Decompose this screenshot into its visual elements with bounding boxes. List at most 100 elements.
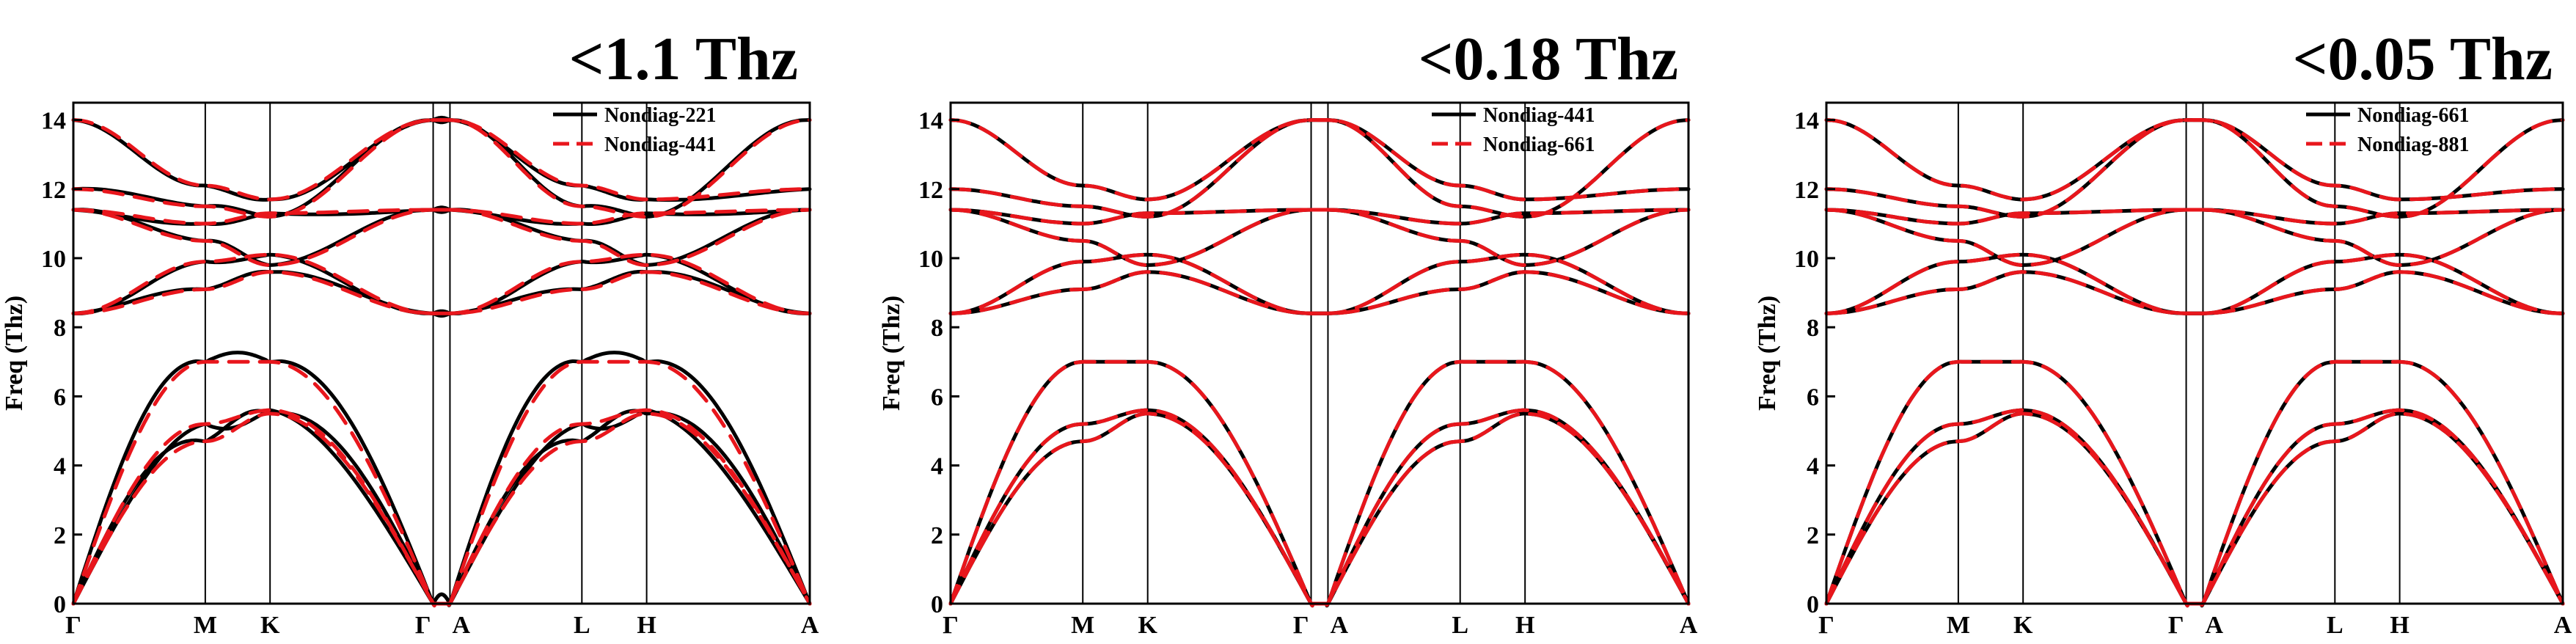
legend-label: Nondiag-221 (604, 104, 716, 127)
band-line (1824, 208, 2565, 226)
x-tick-label: A (1330, 612, 1348, 639)
legend-label: Nondiag-441 (1483, 104, 1595, 127)
y-tick-label: 4 (54, 453, 66, 480)
y-axis-label: Freq (Thz) (878, 296, 905, 411)
band-line (71, 117, 812, 202)
x-tick-label: H (637, 612, 656, 639)
band-line (1824, 270, 2565, 315)
legend: Nondiag-661 Nondiag-881 (2306, 104, 2469, 156)
band-line (948, 411, 1691, 607)
x-tick-label: Γ (65, 612, 81, 639)
series-2 (71, 117, 812, 608)
band-line (1824, 359, 2565, 608)
series-2 (1824, 117, 2565, 608)
plot-frame (949, 101, 1690, 605)
band-line (1824, 411, 2565, 607)
band-line (948, 411, 1691, 607)
legend-label: Nondiag-881 (2357, 133, 2469, 156)
band-line (71, 351, 812, 607)
x-tick-label: K (1138, 612, 1157, 639)
y-tick-label: 2 (54, 522, 66, 549)
y-tick-label: 6 (1807, 384, 1819, 411)
band-line (948, 117, 1691, 202)
x-tick-label: A (1680, 612, 1698, 639)
y-tick-label: 0 (54, 591, 66, 618)
plot-frame (72, 101, 811, 605)
series-1 (71, 115, 812, 607)
x-tick-label: Γ (1293, 612, 1309, 639)
x-tick-label: Γ (943, 612, 959, 639)
x-tick-label: L (2327, 612, 2343, 639)
band-line (1824, 411, 2565, 607)
y-tick-label: 2 (1807, 522, 1819, 549)
y-tick-label: 8 (1807, 315, 1819, 342)
band-line (71, 118, 812, 202)
band-line (948, 117, 1691, 202)
series-2 (948, 117, 1691, 608)
band-line (1824, 208, 2565, 267)
band-line (948, 208, 1691, 267)
x-tick-label: Γ (415, 612, 431, 639)
band-line (1824, 117, 2565, 202)
y-tick-label: 2 (931, 522, 943, 549)
chart-title: <1.1 Thz (569, 25, 798, 93)
x-tick-label: L (1452, 612, 1468, 639)
y-tick-label: 12 (1794, 177, 1819, 204)
band-line (71, 269, 812, 315)
x-tick-label: L (574, 612, 590, 639)
band-line (71, 115, 812, 219)
band-line (71, 208, 812, 226)
x-tick-label: Γ (1818, 612, 1834, 639)
y-tick-label: 12 (41, 177, 66, 204)
band-line (1824, 359, 2565, 608)
x-tick-label: Γ (2168, 612, 2184, 639)
legend: Nondiag-441 Nondiag-661 (1432, 104, 1595, 156)
band-line (948, 270, 1691, 315)
x-tick-label: H (2390, 612, 2409, 639)
x-tick-label: M (1071, 612, 1094, 639)
x-tick-label: A (801, 612, 819, 639)
band-line (948, 359, 1691, 608)
x-tick-label: A (452, 612, 470, 639)
y-tick-label: 14 (41, 108, 66, 135)
y-tick-label: 4 (1807, 453, 1819, 480)
y-tick-label: 12 (918, 177, 943, 204)
y-axis-label: Freq (Thz) (1754, 296, 1781, 411)
x-tick-label: M (194, 612, 217, 639)
x-tick-label: A (2205, 612, 2223, 639)
y-tick-label: 6 (931, 384, 943, 411)
y-tick-label: 14 (918, 108, 943, 135)
x-tick-label: H (1515, 612, 1534, 639)
y-tick-label: 0 (1807, 591, 1819, 618)
y-tick-label: 4 (931, 453, 943, 480)
x-tick-label: A (2554, 612, 2572, 639)
legend: Nondiag-221 Nondiag-441 (553, 104, 716, 156)
band-line (948, 270, 1691, 315)
band-line (1824, 270, 2565, 315)
band-line (1824, 117, 2565, 202)
y-axis-label: Freq (Thz) (1, 296, 28, 411)
band-line (948, 359, 1691, 608)
band-line (71, 270, 812, 315)
legend-label: Nondiag-661 (2357, 104, 2469, 127)
chart-title: <0.18 Thz (1419, 25, 1678, 93)
x-tick-label: M (1947, 612, 1970, 639)
band-line (71, 408, 812, 607)
y-tick-label: 8 (931, 315, 943, 342)
y-tick-label: 6 (54, 384, 66, 411)
band-line (1824, 252, 2565, 315)
y-tick-label: 10 (1794, 246, 1819, 273)
band-line (948, 252, 1691, 315)
legend-label: Nondiag-661 (1483, 133, 1595, 156)
band-line (948, 208, 1691, 226)
legend-label: Nondiag-441 (604, 133, 716, 156)
y-tick-label: 10 (41, 246, 66, 273)
band-line (71, 252, 812, 315)
y-tick-label: 0 (931, 591, 943, 618)
band-line (71, 408, 812, 607)
